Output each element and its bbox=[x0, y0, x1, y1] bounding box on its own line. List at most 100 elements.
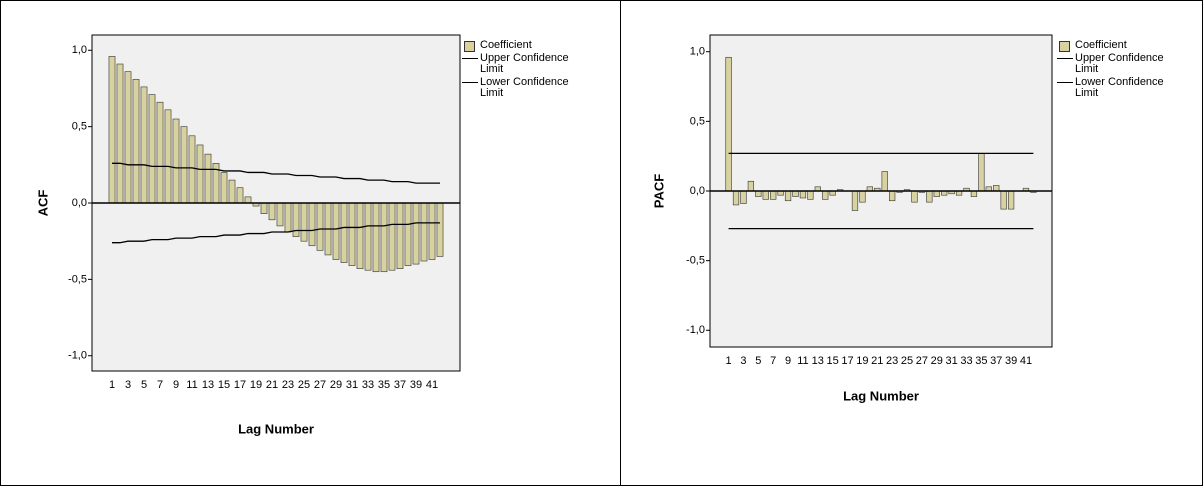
y-tick-label: 0,0 bbox=[690, 185, 705, 197]
x-tick-label: 17 bbox=[234, 379, 246, 391]
bar bbox=[356, 202, 364, 269]
x-axis-label: Lag Number bbox=[238, 421, 314, 436]
x-tick-label: 33 bbox=[362, 379, 374, 391]
bar bbox=[132, 78, 140, 204]
bar bbox=[770, 190, 777, 200]
x-tick-label: 37 bbox=[394, 379, 406, 391]
y-tick-label: -0,5 bbox=[68, 273, 87, 285]
x-tick-label: 25 bbox=[298, 379, 310, 391]
bar bbox=[747, 180, 755, 192]
bar bbox=[260, 202, 268, 214]
bar bbox=[859, 190, 866, 203]
legend-swatch bbox=[1059, 41, 1070, 52]
x-tick-label: 39 bbox=[410, 379, 422, 391]
bar bbox=[172, 118, 180, 204]
bar bbox=[148, 94, 156, 204]
bar bbox=[725, 56, 732, 192]
bar bbox=[364, 202, 372, 271]
bar bbox=[889, 190, 896, 202]
x-axis-label: Lag Number bbox=[843, 388, 919, 403]
x-tick-label: 9 bbox=[173, 379, 179, 391]
legend-item: Upper Confidence Limit bbox=[1057, 53, 1182, 75]
x-tick-label: 11 bbox=[186, 379, 197, 391]
x-tick-label: 15 bbox=[827, 355, 839, 367]
bar bbox=[388, 202, 396, 271]
x-tick-label: 13 bbox=[812, 355, 824, 367]
x-tick-label: 3 bbox=[125, 379, 131, 391]
bar bbox=[124, 71, 132, 204]
bar bbox=[970, 190, 978, 197]
legend-swatch bbox=[464, 41, 475, 52]
y-tick-label: 1,0 bbox=[690, 46, 705, 58]
legend-item: Lower Confidence Limit bbox=[1057, 77, 1182, 99]
bar bbox=[792, 190, 799, 197]
x-tick-label: 19 bbox=[856, 355, 868, 367]
legend-label: Upper Confidence Limit bbox=[1075, 52, 1164, 75]
bar bbox=[881, 171, 888, 192]
bar bbox=[799, 190, 807, 199]
bar bbox=[292, 202, 300, 237]
bar bbox=[308, 202, 316, 247]
legend-label: Lower Confidence Limit bbox=[1075, 76, 1164, 99]
bar bbox=[380, 202, 388, 273]
x-tick-label: 33 bbox=[960, 355, 972, 367]
confidence-line bbox=[112, 162, 440, 184]
bar bbox=[851, 190, 859, 211]
bar bbox=[276, 202, 284, 227]
bar bbox=[428, 202, 436, 260]
bar bbox=[993, 185, 1000, 192]
bar bbox=[404, 202, 412, 266]
bar bbox=[978, 153, 985, 192]
x-tick-label: 35 bbox=[378, 379, 390, 391]
bar bbox=[228, 179, 236, 204]
bar bbox=[911, 190, 918, 203]
legend-line bbox=[1057, 82, 1073, 83]
legend-item: Coefficient bbox=[462, 39, 587, 52]
x-tick-label: 19 bbox=[250, 379, 262, 391]
legend-line bbox=[1057, 58, 1073, 59]
bar bbox=[204, 153, 212, 204]
bar bbox=[300, 202, 308, 242]
legend-item: Upper Confidence Limit bbox=[462, 53, 587, 75]
bar bbox=[244, 196, 252, 204]
legend-label: Upper Confidence Limit bbox=[480, 52, 569, 75]
legend-line bbox=[462, 82, 478, 83]
bar bbox=[220, 172, 228, 204]
x-tick-label: 31 bbox=[346, 379, 358, 391]
bar bbox=[180, 126, 188, 204]
bar bbox=[236, 187, 244, 204]
y-tick-label: 1,0 bbox=[72, 44, 87, 56]
bar bbox=[188, 135, 196, 204]
x-tick-label: 3 bbox=[740, 355, 746, 367]
bar bbox=[1007, 190, 1015, 210]
legend: Coefficient Upper Confidence Limit Lower C… bbox=[1057, 40, 1182, 101]
bar bbox=[784, 190, 792, 202]
bar bbox=[396, 202, 404, 269]
x-tick-label: 5 bbox=[141, 379, 147, 391]
bar bbox=[108, 56, 116, 204]
x-tick-label: 41 bbox=[426, 379, 438, 391]
y-tick-label: 0,5 bbox=[690, 115, 705, 127]
x-tick-label: 1 bbox=[109, 379, 115, 391]
x-tick-label: 11 bbox=[797, 355, 808, 367]
bar bbox=[316, 202, 324, 251]
bar bbox=[164, 109, 172, 204]
bar bbox=[436, 202, 444, 257]
bar bbox=[116, 63, 124, 204]
x-tick-label: 35 bbox=[975, 355, 987, 367]
bar bbox=[822, 190, 829, 200]
bar bbox=[755, 190, 762, 197]
legend-label: Lower Confidence Limit bbox=[480, 76, 569, 99]
legend-label: Coefficient bbox=[480, 39, 532, 51]
y-tick-label: 0,5 bbox=[72, 121, 87, 133]
x-tick-label: 15 bbox=[218, 379, 230, 391]
x-tick-label: 5 bbox=[755, 355, 761, 367]
bar bbox=[420, 202, 428, 262]
x-tick-label: 13 bbox=[202, 379, 214, 391]
y-tick-label: 0,0 bbox=[72, 197, 87, 209]
x-tick-label: 21 bbox=[266, 379, 278, 391]
x-tick-label: 29 bbox=[931, 355, 943, 367]
x-tick-label: 17 bbox=[841, 355, 853, 367]
legend: Coefficient Upper Confidence Limit Lower C… bbox=[462, 40, 587, 101]
